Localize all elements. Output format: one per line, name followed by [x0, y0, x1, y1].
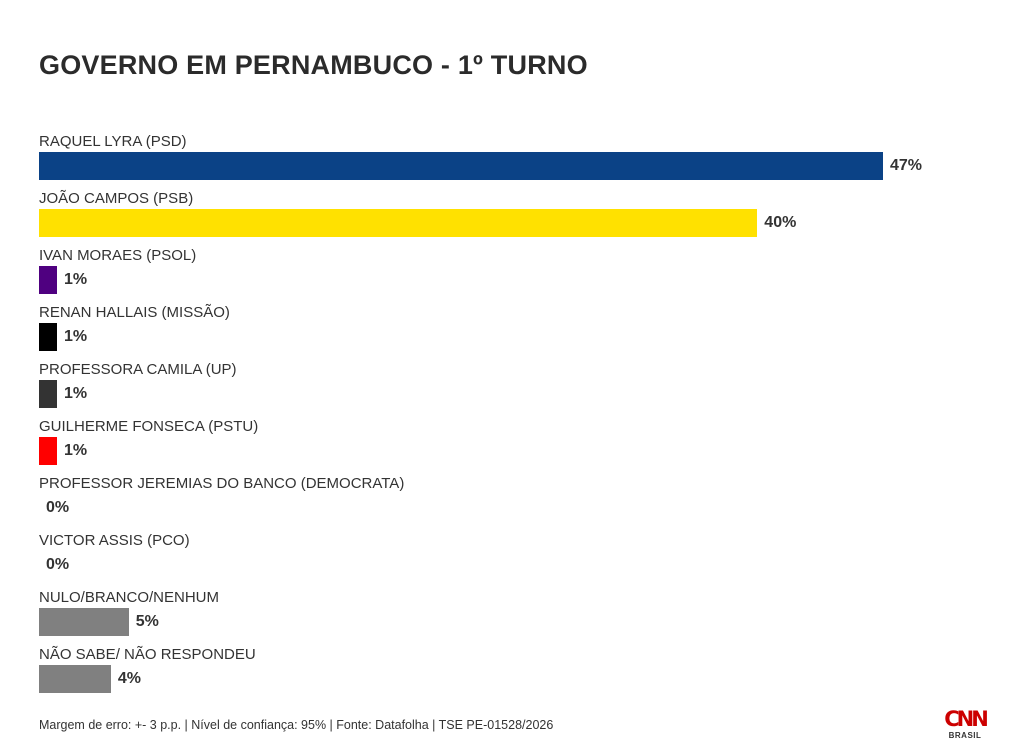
- bar-value-label: 47%: [890, 157, 923, 174]
- chart-title: GOVERNO EM PERNAMBUCO - 1º TURNO: [39, 50, 588, 80]
- source-note: Margem de erro: +- 3 p.p. | Nível de con…: [39, 718, 554, 732]
- bar-value-label: 1%: [64, 442, 88, 459]
- bar: [39, 608, 129, 636]
- logo-sub: BRASIL: [948, 731, 982, 740]
- bar-value-label: 40%: [764, 214, 797, 231]
- bar-row: JOÃO CAMPOS (PSB) 40%: [39, 189, 999, 246]
- cnn-brasil-logo: CNN BRASIL: [941, 707, 989, 743]
- bar: [39, 437, 57, 465]
- bar: [39, 323, 57, 351]
- bar-value-label: 5%: [135, 613, 159, 630]
- bar-label: GUILHERME FONSECA (PSTU): [39, 418, 259, 435]
- bar: [39, 209, 758, 237]
- bar-row: IVAN MORAES (PSOL) 1%: [39, 246, 999, 303]
- bar: [39, 665, 111, 693]
- bar: [39, 266, 57, 294]
- bar-value-label: 0%: [46, 556, 70, 573]
- bar-value-label: 1%: [64, 328, 88, 345]
- bar-row: RAQUEL LYRA (PSD) 47%: [39, 132, 999, 189]
- bar-label: IVAN MORAES (PSOL): [39, 247, 197, 264]
- bar-row: NULO/BRANCO/NENHUM 5%: [39, 588, 999, 645]
- bar-row: GUILHERME FONSECA (PSTU) 1%: [39, 417, 999, 474]
- bar-value-label: 4%: [117, 670, 141, 687]
- bar-label: NÃO SABE/ NÃO RESPONDEU: [39, 646, 256, 663]
- bar-label: JOÃO CAMPOS (PSB): [39, 190, 194, 207]
- bar-value-label: 0%: [46, 499, 70, 516]
- bar-row: RENAN HALLAIS (MISSÃO) 1%: [39, 303, 999, 360]
- logo-mark: CNN: [944, 707, 989, 731]
- bar: [39, 152, 883, 180]
- bar-value-label: 1%: [64, 271, 88, 288]
- bar-label: PROFESSOR JEREMIAS DO BANCO (DEMOCRATA): [39, 475, 405, 492]
- bar: [39, 380, 57, 408]
- bar-label: RENAN HALLAIS (MISSÃO): [39, 304, 230, 321]
- bar-row: VICTOR ASSIS (PCO) 0%: [39, 531, 999, 588]
- bar-value-label: 1%: [64, 385, 88, 402]
- bar-label: PROFESSORA CAMILA (UP): [39, 361, 237, 378]
- bar-label: RAQUEL LYRA (PSD): [39, 133, 187, 150]
- bar-row: PROFESSORA CAMILA (UP) 1%: [39, 360, 999, 417]
- bar-chart: RAQUEL LYRA (PSD) 47% JOÃO CAMPOS (PSB) 40%…: [39, 132, 999, 702]
- bar-label: NULO/BRANCO/NENHUM: [39, 589, 220, 606]
- bar-row: PROFESSOR JEREMIAS DO BANCO (DEMOCRATA) 0…: [39, 474, 999, 531]
- bar-label: VICTOR ASSIS (PCO): [39, 532, 190, 549]
- bar-row: NÃO SABE/ NÃO RESPONDEU 4%: [39, 645, 999, 702]
